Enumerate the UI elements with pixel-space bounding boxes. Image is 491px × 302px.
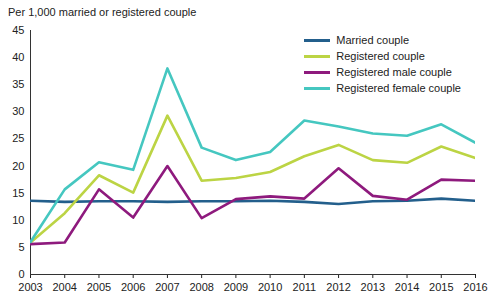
html-text:Registered couple: Registered couple [336, 50, 425, 62]
svg-text:10: 10 [12, 214, 24, 226]
svg-text:2013: 2013 [361, 281, 385, 293]
svg-text:0: 0 [18, 268, 24, 280]
svg-text:2005: 2005 [87, 281, 111, 293]
svg-text:2012: 2012 [326, 281, 350, 293]
html-text:Registered male couple: Registered male couple [336, 66, 452, 78]
svg-text:2011: 2011 [293, 281, 317, 293]
svg-text:2009: 2009 [224, 281, 248, 293]
svg-text:2015: 2015 [429, 281, 453, 293]
html-text:Per 1,000 married or registere: Per 1,000 married or registered couple [8, 6, 197, 18]
svg-text:25: 25 [12, 132, 24, 144]
svg-text:15: 15 [12, 187, 24, 199]
svg-text:40: 40 [12, 51, 24, 63]
html-text:Married couple: Married couple [336, 34, 409, 46]
svg-text:2010: 2010 [258, 281, 282, 293]
svg-text:2008: 2008 [189, 281, 213, 293]
svg-text:2016: 2016 [463, 281, 487, 293]
svg-text:2004: 2004 [52, 281, 76, 293]
svg-text:30: 30 [12, 105, 24, 117]
svg-text:5: 5 [18, 241, 24, 253]
html-text:Registered female couple: Registered female couple [336, 82, 461, 94]
svg-text:20: 20 [12, 160, 24, 172]
svg-text:35: 35 [12, 78, 24, 90]
svg-text:2003: 2003 [18, 281, 42, 293]
svg-text:45: 45 [12, 24, 24, 36]
svg-text:2007: 2007 [155, 281, 179, 293]
svg-text:2006: 2006 [121, 281, 145, 293]
svg-text:2014: 2014 [395, 281, 419, 293]
